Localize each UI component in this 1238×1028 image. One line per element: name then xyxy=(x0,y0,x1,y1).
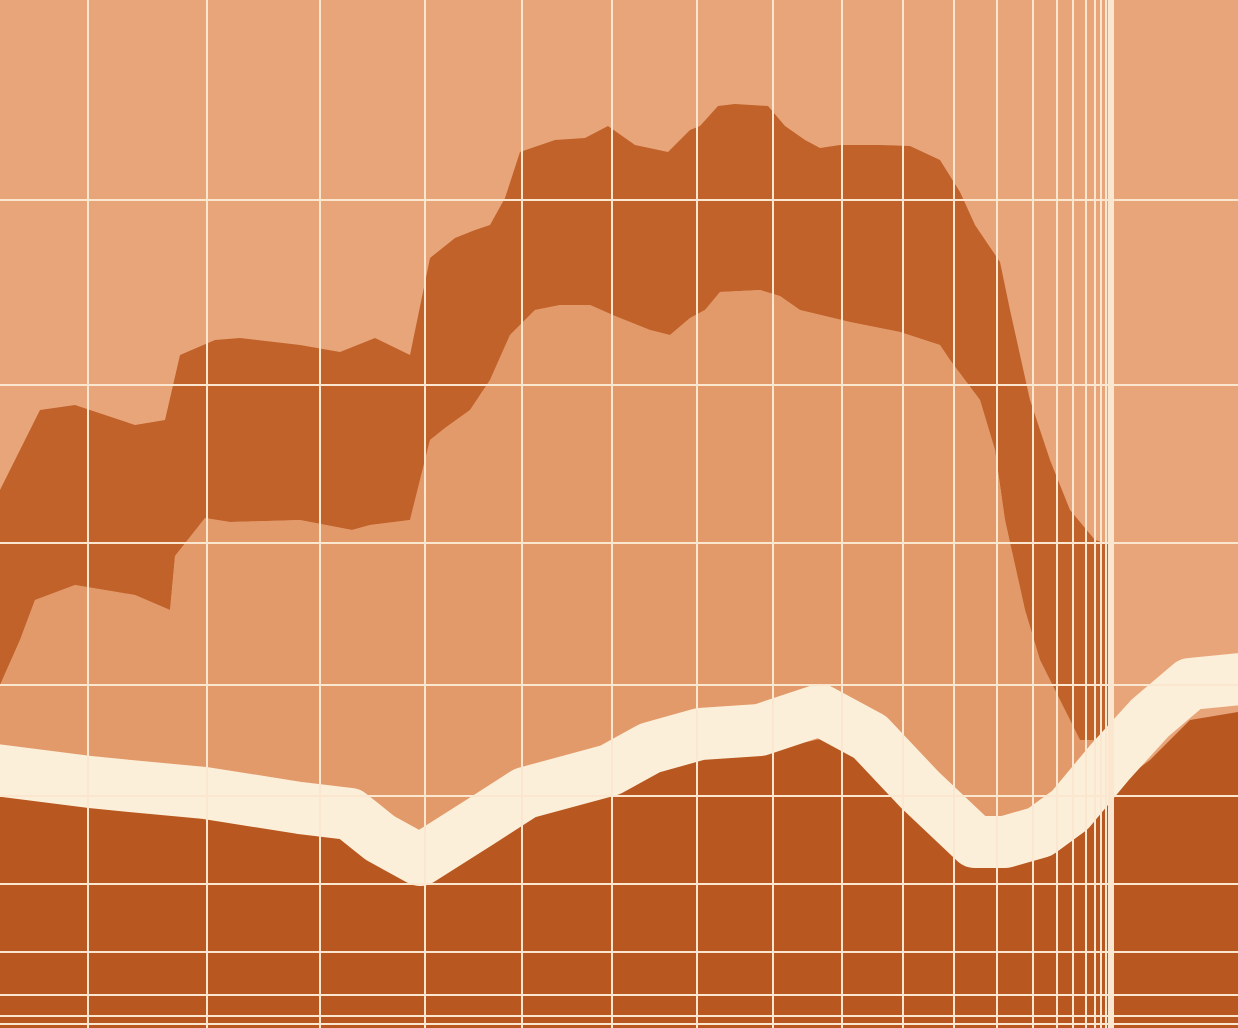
upper-dark-band xyxy=(0,104,1112,740)
light-wave-line xyxy=(0,653,1238,886)
lower-dark-fill xyxy=(0,712,1238,1028)
